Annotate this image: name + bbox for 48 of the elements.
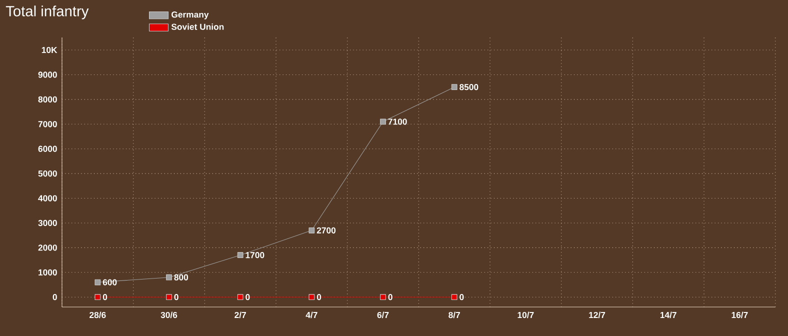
data-label: 0 [316,294,322,300]
point [237,294,244,300]
data-label: 0 [102,294,108,300]
data-label: 0 [246,294,250,300]
data-label: 1700 [246,252,264,258]
x-tick-label: 14/7 [660,312,676,318]
y-tick-label: 10K [42,46,58,54]
point [380,294,386,300]
x-tick-label: 8/7 [448,312,460,318]
point [451,84,458,90]
x-tick-label: 6/7 [377,312,389,318]
x-tick-label: 16/7 [732,312,748,318]
point [94,279,101,286]
data-label: 0 [388,294,392,300]
y-tick-label: 3000 [38,220,57,226]
y-tick-label: 0 [52,294,57,300]
chart-title: Total infantry [6,6,89,20]
x-tick-label: 4/7 [306,312,318,318]
data-label: 7100 [388,118,407,125]
data-label: 0 [174,294,178,300]
point [166,274,172,280]
x-tick-label: 12/7 [589,312,606,318]
data-label: 800 [174,274,188,280]
y-tick-label: 6000 [38,146,57,152]
point [380,118,386,125]
x-tick-label: 30/6 [160,312,178,318]
x-tick-label: 28/6 [90,312,106,318]
legend-label: Soviet Union [171,24,224,30]
data-label: 2700 [316,227,336,234]
point [308,227,315,234]
x-tick-label: 10/7 [518,312,534,318]
data-label: 0 [460,294,464,300]
y-tick-label: 8000 [38,96,57,103]
y-tick-label: 9000 [38,72,57,78]
y-tick-label: 1000 [38,269,57,276]
point [166,294,172,300]
x-tick-label: 2/7 [234,312,246,318]
point [308,294,315,300]
point [94,294,101,300]
point [237,252,244,258]
legend-label: Germany [172,11,209,20]
point [451,294,458,300]
y-tick-label: 7000 [38,121,57,128]
data-label: 8500 [460,84,478,90]
y-tick-label: 5000 [38,170,57,177]
y-tick-label: 4000 [38,195,57,202]
y-tick-label: 2000 [38,244,57,251]
data-label: 600 [102,279,117,286]
